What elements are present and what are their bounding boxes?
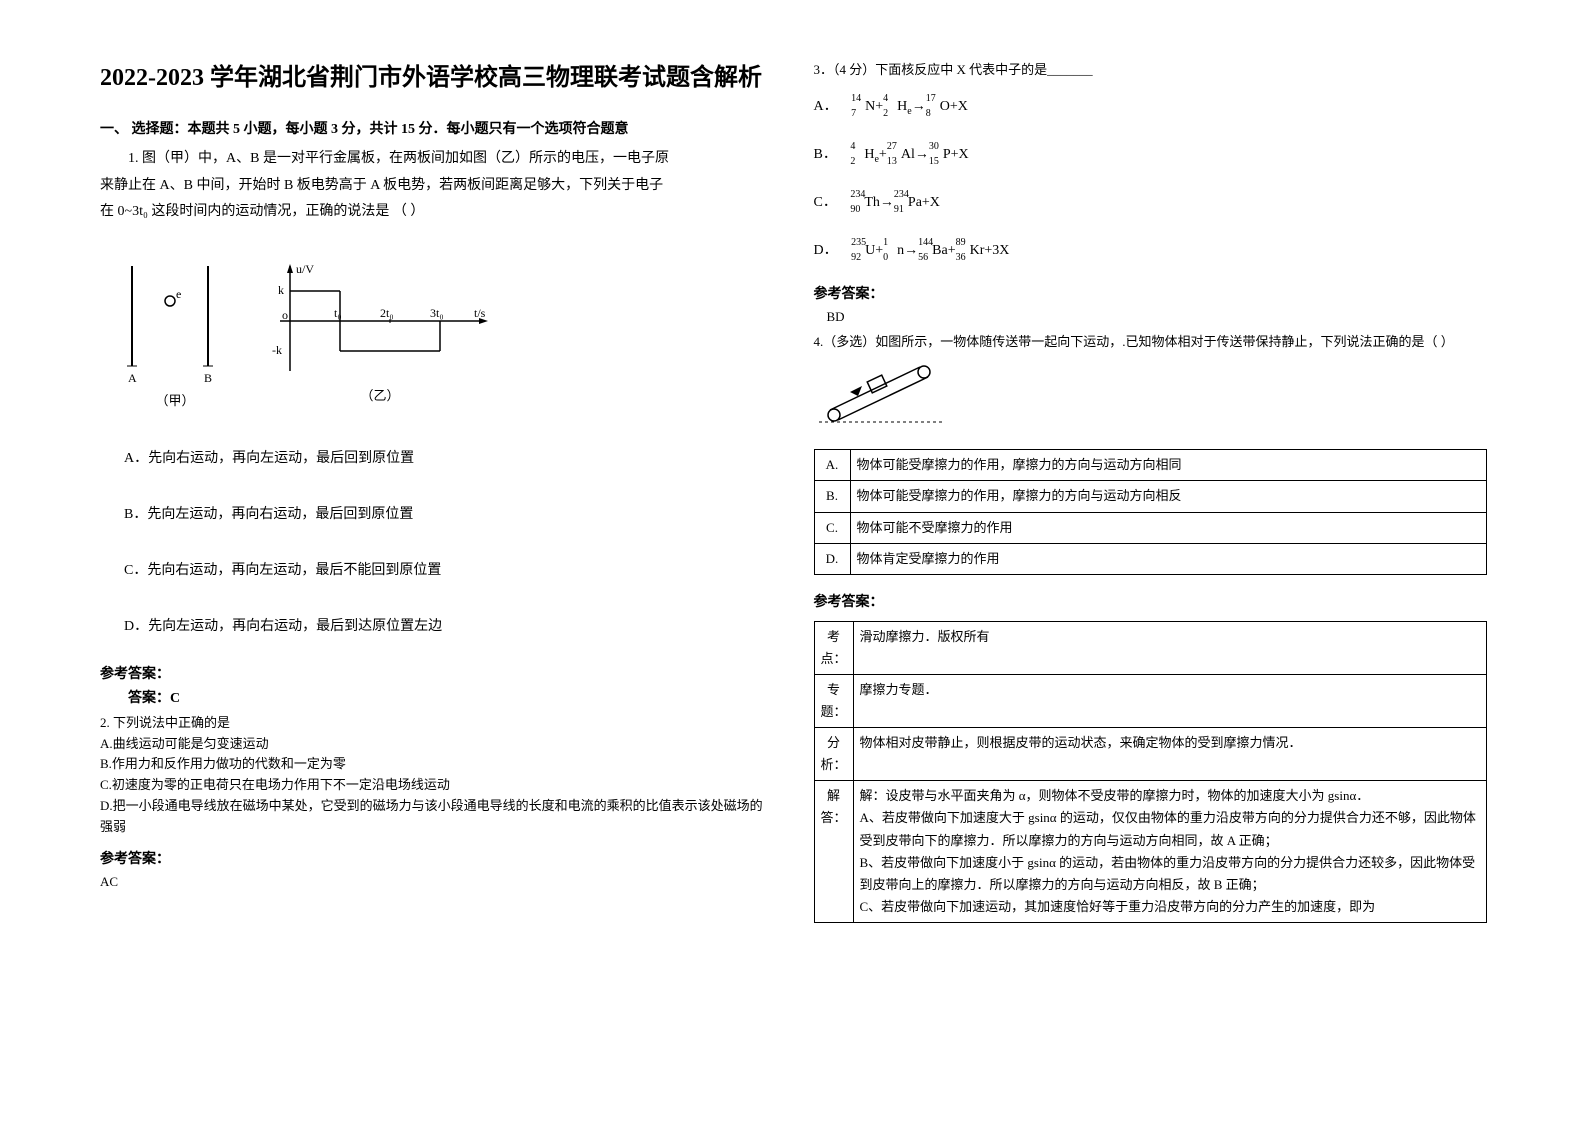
q3-answer-label: 参考答案： (814, 283, 1488, 303)
jd-line: 解：设皮带与水平面夹角为 α，则物体不受皮带的摩擦力时，物体的加速度大小为 gs… (860, 785, 1481, 807)
svg-text:e: e (176, 287, 181, 301)
table-row: A.物体可能受摩擦力的作用，摩擦力的方向与运动方向相同 (814, 450, 1487, 481)
q1-stem-line2: 来静止在 A、B 中间，开始时 B 板电势高于 A 板电势，若两板间距离足够大，… (100, 173, 774, 200)
q4-figure (814, 360, 1488, 435)
table-row: 考点：滑动摩擦力．版权所有 (814, 621, 1487, 674)
table-row: B.物体可能受摩擦力的作用，摩擦力的方向与运动方向相反 (814, 481, 1487, 512)
q2-stem: 2. 下列说法中正确的是 (100, 713, 774, 734)
q2-option-c: C.初速度为零的正电荷只在电场力作用下不一定沿电场线运动 (100, 775, 774, 796)
q4-explain-table: 考点：滑动摩擦力．版权所有 专题：摩擦力专题． 分析：物体相对皮带静止，则根据皮… (814, 621, 1488, 923)
svg-text:A: A (128, 371, 137, 385)
q4-answer-label: 参考答案： (814, 591, 1488, 611)
q3-option-c: C． 23490Th→23491Pa+X (814, 191, 1488, 211)
q2-answer: AC (100, 872, 774, 893)
figure-yi: u/V t/s k -k o t₀ 2t₀ 3t₀ （乙） (260, 261, 500, 404)
page-title: 2022-2023 学年湖北省荆门市外语学校高三物理联考试题含解析 (100, 60, 774, 96)
svg-text:o: o (282, 308, 288, 322)
parallel-plates-svg: e A B (120, 256, 230, 386)
q3-option-b: B． 42He+2713Al→3015P+X (814, 143, 1488, 163)
jd-line: A、若皮带做向下加速度大于 gsinα 的运动，仅仅由物体的重力沿皮带方向的分力… (860, 807, 1481, 851)
q1-option-a: A．先向右运动，再向左运动，最后回到原位置 (124, 447, 774, 467)
fig-caption-yi: （乙） (260, 385, 500, 404)
q1-option-b: B．先向左运动，再向右运动，最后回到原位置 (124, 503, 774, 523)
q3-option-d: D． 23592U+10n→14456Ba+8936Kr+3X (814, 239, 1488, 259)
q1-figures: e A B （甲） (120, 256, 774, 409)
svg-text:B: B (204, 371, 212, 385)
svg-text:-k: -k (272, 343, 282, 357)
q4-options-table: A.物体可能受摩擦力的作用，摩擦力的方向与运动方向相同 B.物体可能受摩擦力的作… (814, 449, 1488, 574)
svg-text:2t₀: 2t₀ (380, 306, 394, 320)
q2-option-d: D.把一小段通电导线放在磁场中某处，它受到的磁场力与该小段通电导线的长度和电流的… (100, 796, 774, 838)
q1-option-c: C．先向右运动，再向左运动，最后不能回到原位置 (124, 559, 774, 579)
q1-answer-label: 参考答案： (100, 663, 774, 683)
q1-stem-line3: 在 0~3t₀ 这段时间内的运动情况，正确的说法是 （ ） (100, 199, 774, 226)
table-row: D.物体肯定受摩擦力的作用 (814, 543, 1487, 574)
svg-text:t₀: t₀ (334, 306, 342, 320)
q4-stem: 4.（多选）如图所示，一物体随传送带一起向下运动，.已知物体相对于传送带保持静止… (814, 332, 1488, 353)
svg-text:t/s: t/s (474, 306, 486, 320)
q2-option-a: A.曲线运动可能是匀变速运动 (100, 734, 774, 755)
voltage-graph-svg: u/V t/s k -k o t₀ 2t₀ 3t₀ (260, 261, 500, 381)
conveyor-svg (814, 360, 954, 430)
q1-answer: 答案：C (128, 687, 774, 707)
svg-text:u/V: u/V (296, 262, 314, 276)
table-row: C.物体可能不受摩擦力的作用 (814, 512, 1487, 543)
q3-option-a: A． 147N+42He→178O+X (814, 95, 1488, 115)
q1-stem-line1: 1. 图（甲）中，A、B 是一对平行金属板，在两板间加如图（乙）所示的电压，一电… (100, 146, 774, 173)
table-row: 专题：摩擦力专题． (814, 674, 1487, 727)
svg-text:k: k (278, 283, 284, 297)
fig-caption-jia: （甲） (120, 390, 230, 409)
jd-line: B、若皮带做向下加速度小于 gsinα 的运动，若由物体的重力沿皮带方向的分力提… (860, 852, 1481, 896)
table-row: 分析：物体相对皮带静止，则根据皮带的运动状态，来确定物体的受到摩擦力情况． (814, 728, 1487, 781)
q2-answer-label: 参考答案： (100, 848, 774, 868)
q3-stem: 3．（4 分）下面核反应中 X 代表中子的是_______ (814, 60, 1488, 81)
figure-jia: e A B （甲） (120, 256, 230, 409)
jd-line: C、若皮带做向下加速运动，其加速度恰好等于重力沿皮带方向的分力产生的加速度，即为 (860, 896, 1481, 918)
section-heading: 一、 选择题：本题共 5 小题，每小题 3 分，共计 15 分．每小题只有一个选… (100, 118, 774, 138)
svg-text:3t₀: 3t₀ (430, 306, 444, 320)
q1-option-d: D．先向左运动，再向右运动，最后到达原位置左边 (124, 615, 774, 635)
q2-option-b: B.作用力和反作用力做功的代数和一定为零 (100, 754, 774, 775)
q3-answer: BD (827, 307, 1488, 328)
table-row: 解答： 解：设皮带与水平面夹角为 α，则物体不受皮带的摩擦力时，物体的加速度大小… (814, 781, 1487, 923)
